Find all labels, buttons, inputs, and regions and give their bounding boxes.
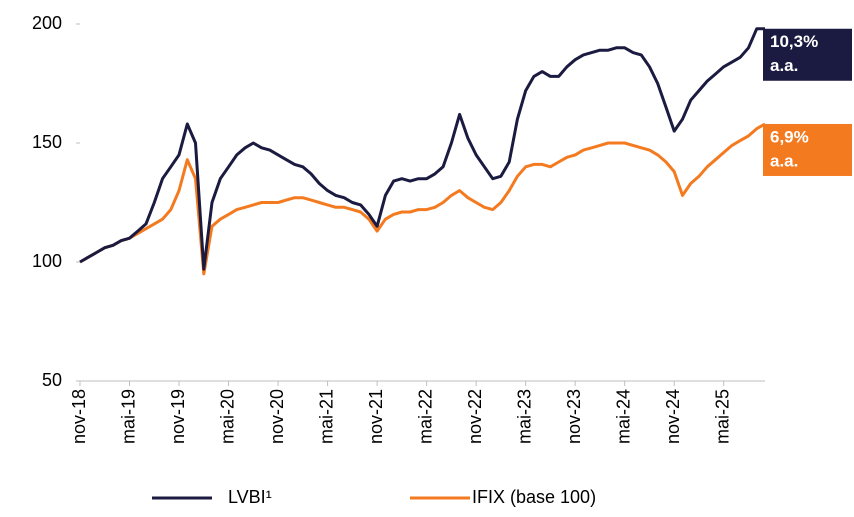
x-tick-label: nov-21 [366,389,386,444]
y-tick-label: 200 [32,13,62,33]
y-tick-label: 100 [32,251,62,271]
x-tick-label: mai-25 [712,389,732,444]
x-tick-label: nov-18 [69,389,89,444]
annotation-text: a.a. [770,56,798,75]
x-tick-label: mai-21 [316,389,336,444]
y-tick-label: 150 [32,132,62,152]
annotation-text: 10,3% [770,32,818,51]
legend-label: IFIX (base 100) [472,487,596,507]
x-tick-label: mai-20 [217,389,237,444]
x-tick-label: mai-19 [118,389,138,444]
x-tick-label: nov-24 [663,389,683,444]
y-tick-label: 50 [42,370,62,390]
x-tick-label: nov-22 [465,389,485,444]
annotation-box [763,28,852,81]
x-tick-label: mai-22 [415,389,435,444]
x-tick-label: nov-23 [564,389,584,444]
x-tick-label: nov-20 [267,389,287,444]
series-line [79,27,765,271]
x-tick-label: nov-19 [168,389,188,444]
x-tick-label: mai-23 [514,389,534,444]
series-line [79,122,766,276]
legend-label: LVBI¹ [228,487,272,507]
annotation-text: a.a. [770,151,798,170]
annotation-box [763,123,852,176]
annotation-text: 6,9% [770,127,809,146]
x-tick-label: mai-24 [613,389,633,444]
